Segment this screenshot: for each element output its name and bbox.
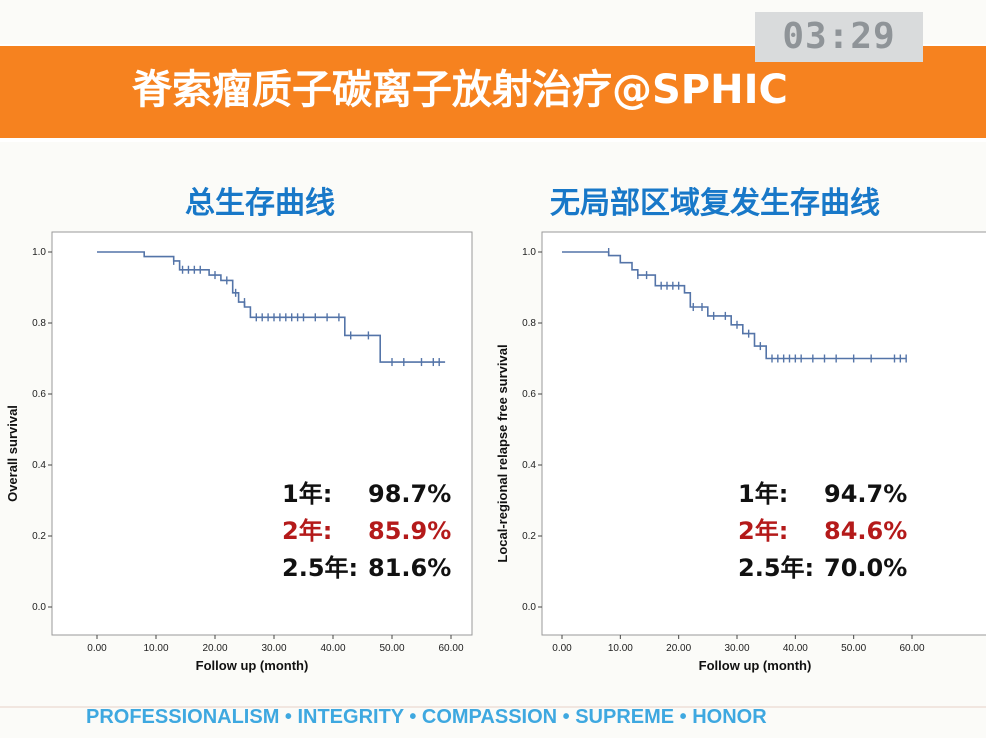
stat-row-2-5yr: 2.5年: 81.6%	[282, 550, 451, 587]
stat-label: 2年:	[282, 517, 333, 545]
plot-frame	[541, 231, 986, 636]
y-tick-label: 1.0	[32, 247, 46, 258]
stat-label: 1年:	[738, 480, 789, 508]
x-tick-label: 20.00	[202, 643, 227, 654]
y-tick-label: 0.2	[32, 531, 46, 542]
stat-row-2yr: 2年: 85.9%	[282, 513, 451, 550]
stat-value: 70.0%	[824, 554, 908, 582]
y-tick-label: 0.6	[32, 389, 46, 400]
y-tick-label: 0.6	[522, 389, 536, 400]
overall-survival-chart: 0.0 0.2 0.4 0.6 0.8 1.0 0.00 10.00 20.00 30.00 40.…	[5, 231, 473, 673]
x-tick-label: 0.00	[552, 643, 572, 654]
stat-row-2yr: 2年: 84.6%	[738, 513, 907, 550]
x-tick-label: 10.00	[143, 643, 168, 654]
y-tick-label: 1.0	[522, 247, 536, 258]
footer-divider	[0, 706, 986, 708]
x-tick-label: 50.00	[379, 643, 404, 654]
x-tick-label: 50.00	[841, 643, 866, 654]
stat-value: 98.7%	[368, 480, 452, 508]
stat-value: 81.6%	[368, 554, 452, 582]
x-tick-label: 30.00	[724, 643, 749, 654]
x-tick-label: 30.00	[261, 643, 286, 654]
stat-row-1yr: 1年: 98.7%	[282, 476, 451, 513]
stat-label: 2年:	[738, 517, 789, 545]
x-axis-label: Follow up (month)	[196, 658, 309, 673]
y-tick-label: 0.0	[522, 602, 536, 613]
x-tick-label: 60.00	[438, 643, 463, 654]
y-axis-label: Local-regional relapse free survival	[495, 344, 510, 562]
x-tick-label: 10.00	[608, 643, 633, 654]
x-tick-label: 20.00	[666, 643, 691, 654]
plot-frame	[51, 231, 473, 636]
x-tick-label: 40.00	[320, 643, 345, 654]
stat-value: 85.9%	[368, 517, 452, 545]
y-tick-label: 0.2	[522, 531, 536, 542]
x-tick-label: 40.00	[783, 643, 808, 654]
y-tick-label: 0.0	[32, 602, 46, 613]
chart-title-os: 总生存曲线	[185, 186, 335, 221]
stats-block-lrfs: 1年: 94.7% 2年: 84.6% 2.5年: 70.0%	[738, 476, 907, 587]
y-tick-label: 0.8	[522, 318, 536, 329]
stat-label: 1年:	[282, 480, 333, 508]
local-regional-rfs-chart: 0.0 0.2 0.4 0.6 0.8 1.0 0.00 10.00 20.00 30.00 40.…	[495, 231, 986, 673]
footer-motto: PROFESSIONALISM • INTEGRITY • COMPASSION…	[86, 706, 767, 728]
stat-label: 2.5年:	[738, 554, 815, 582]
x-tick-label: 0.00	[87, 643, 107, 654]
slide-title: 脊索瘤质子碳离子放射治疗@SPHIC	[132, 67, 788, 113]
y-tick-label: 0.4	[32, 460, 46, 471]
y-tick-label: 0.4	[522, 460, 536, 471]
x-tick-label: 60.00	[899, 643, 924, 654]
stat-row-1yr: 1年: 94.7%	[738, 476, 907, 513]
y-tick-label: 0.8	[32, 318, 46, 329]
countdown-timer: 03:29	[755, 12, 923, 62]
stat-value: 94.7%	[824, 480, 908, 508]
chart-title-lrfs: 无局部区域复发生存曲线	[550, 186, 880, 221]
survival-curve-line	[562, 251, 907, 360]
stat-label: 2.5年:	[282, 554, 359, 582]
stats-block-os: 1年: 98.7% 2年: 85.9% 2.5年: 81.6%	[282, 476, 451, 587]
stat-value: 84.6%	[824, 517, 908, 545]
x-axis-label: Follow up (month)	[699, 658, 812, 673]
stat-row-2-5yr: 2.5年: 70.0%	[738, 550, 907, 587]
y-axis-label: Overall survival	[5, 405, 20, 502]
